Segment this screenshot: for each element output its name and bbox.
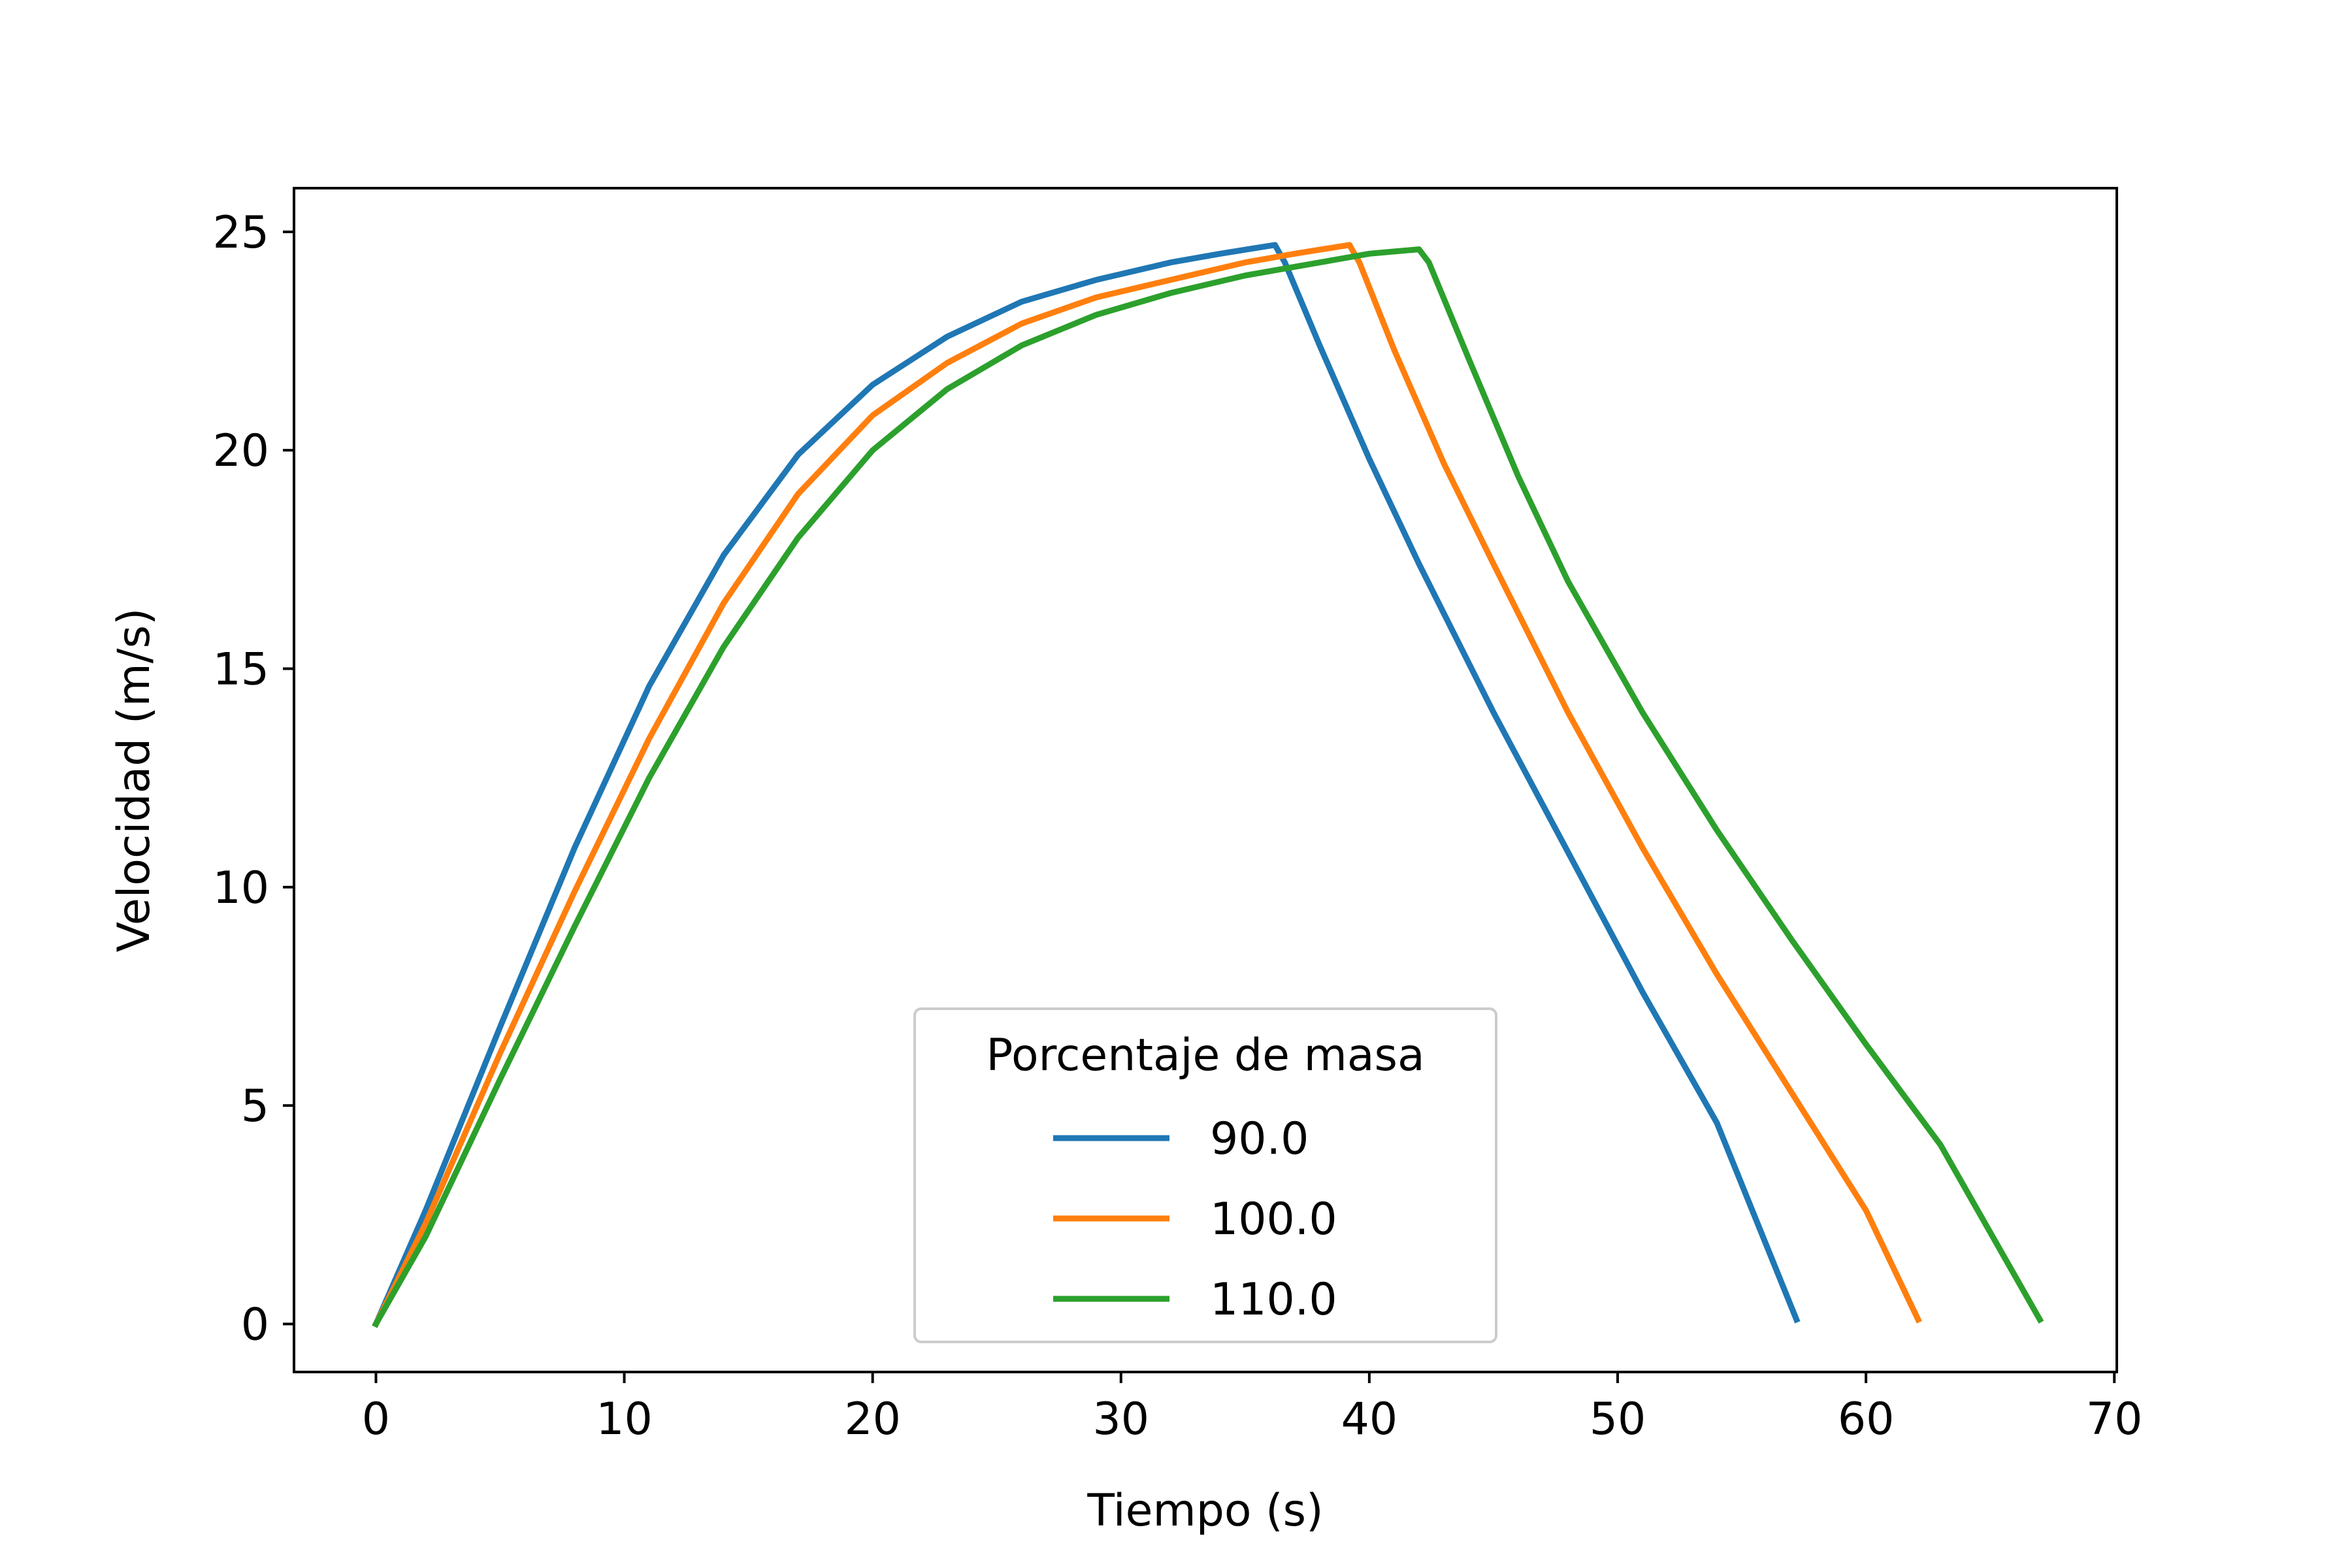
y-tick-label: 0	[241, 1299, 269, 1350]
legend-label-2: 100.0	[1210, 1194, 1337, 1245]
y-tick-label: 20	[212, 425, 269, 477]
x-tick-label: 60	[1838, 1394, 1895, 1445]
legend: Porcentaje de masa 90.0 100.0 110.0	[913, 1007, 1497, 1343]
y-axis-label: Velocidad (m/s)	[108, 608, 160, 952]
y-tick-label: 5	[241, 1081, 269, 1132]
x-tick-label: 50	[1590, 1394, 1646, 1445]
y-tick-label: 10	[212, 862, 269, 914]
x-axis-label: Tiempo (s)	[1086, 1485, 1323, 1537]
x-tick-label: 0	[362, 1394, 390, 1445]
series-layer	[372, 242, 2044, 1328]
legend-entries: 90.0 100.0 110.0	[1053, 1113, 1337, 1326]
plot-frame	[293, 187, 2118, 1373]
series-line-1	[372, 242, 1801, 1328]
y-tick-label: 15	[212, 644, 269, 695]
y-tick-label: 25	[212, 207, 269, 259]
y-axis-ticks: 0 5 10 15 20 25	[212, 207, 294, 1350]
legend-label-3: 110.0	[1210, 1274, 1337, 1326]
series-line-3	[372, 246, 2044, 1328]
legend-box	[913, 1007, 1497, 1343]
legend-title: Porcentaje de masa	[986, 1030, 1424, 1081]
x-tick-label: 40	[1341, 1394, 1398, 1445]
x-tick-label: 10	[596, 1394, 653, 1445]
x-axis-ticks: 0 10 20 30 40 50 60 70	[362, 1372, 2143, 1445]
x-tick-label: 70	[2086, 1394, 2143, 1445]
series-line-2	[372, 242, 1922, 1328]
legend-label-1: 90.0	[1210, 1113, 1309, 1165]
x-tick-label: 30	[1092, 1394, 1149, 1445]
x-tick-label: 20	[844, 1394, 901, 1445]
